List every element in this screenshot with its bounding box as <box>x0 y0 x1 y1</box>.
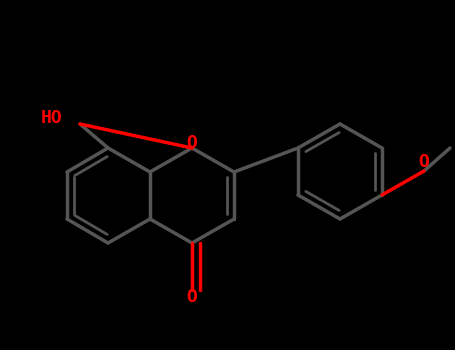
Text: O: O <box>187 134 197 152</box>
Text: HO: HO <box>40 109 62 127</box>
Text: O: O <box>187 288 197 306</box>
Text: O: O <box>419 153 430 171</box>
